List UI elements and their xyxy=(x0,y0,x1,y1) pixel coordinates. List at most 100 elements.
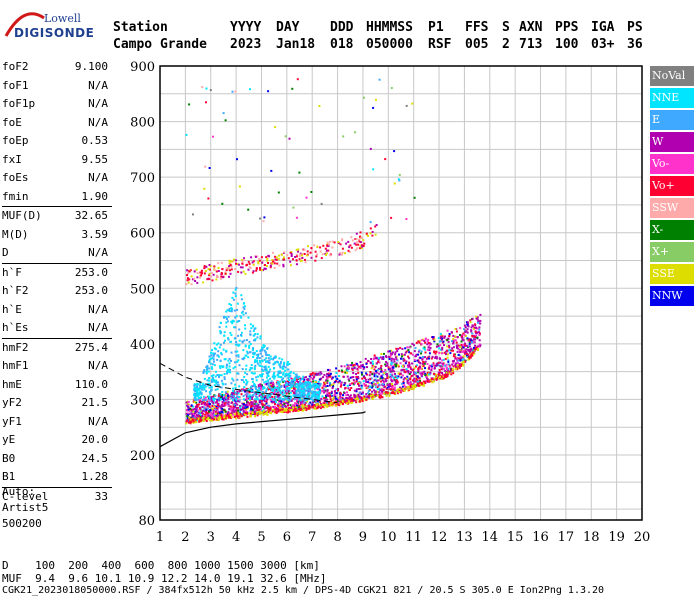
echo-point xyxy=(371,364,374,367)
echo-point xyxy=(382,373,385,376)
echo-point xyxy=(282,380,285,383)
param-separator xyxy=(2,337,112,339)
echo-point xyxy=(306,392,309,395)
echo-point xyxy=(440,334,443,336)
echo-point xyxy=(322,244,325,247)
echo-point xyxy=(420,368,423,370)
echo-point xyxy=(323,397,326,399)
echo-point xyxy=(286,254,289,257)
echo-point xyxy=(217,414,220,416)
echo-point xyxy=(220,352,223,355)
echo-point xyxy=(257,260,260,263)
echo-point xyxy=(348,246,351,249)
echo-point xyxy=(193,384,196,387)
echo-point xyxy=(272,374,275,377)
echo-point xyxy=(294,402,297,405)
echo-point xyxy=(200,410,203,413)
echo-point xyxy=(219,321,222,324)
echo-point xyxy=(331,398,334,401)
echo-point xyxy=(279,376,282,379)
echo-point xyxy=(242,349,245,352)
hdr-value-pps: 100 xyxy=(555,37,579,52)
echo-point xyxy=(316,395,319,398)
param-name: yF1 xyxy=(2,414,22,428)
echo-point xyxy=(371,394,374,397)
param-value: N/A xyxy=(88,302,108,316)
echo-point xyxy=(273,367,276,369)
echo-point xyxy=(234,383,237,386)
echo-point xyxy=(219,412,222,415)
echo-point xyxy=(357,395,360,398)
echo-point xyxy=(225,414,228,417)
echo-point xyxy=(335,397,338,400)
echo-point xyxy=(339,395,342,398)
echo-point xyxy=(447,367,450,370)
echo-point xyxy=(283,409,286,412)
echo-point xyxy=(391,361,394,364)
echo-point xyxy=(442,373,445,376)
echo-point xyxy=(435,357,438,360)
echo-point xyxy=(464,344,466,347)
echo-point xyxy=(212,401,215,404)
echo-point xyxy=(219,396,222,399)
echo-point xyxy=(301,252,304,255)
echo-point xyxy=(435,373,438,376)
echo-point xyxy=(438,340,441,343)
echo-point xyxy=(358,384,360,387)
echo-point xyxy=(433,367,436,369)
echo-point xyxy=(221,412,224,415)
echo-point xyxy=(303,405,306,408)
echo-point xyxy=(408,346,411,349)
echo-point xyxy=(330,384,333,387)
echo-point xyxy=(281,403,284,406)
echo-point xyxy=(393,386,396,389)
echo-point xyxy=(391,369,394,372)
echo-point xyxy=(203,388,206,391)
echo-point xyxy=(303,378,306,381)
echo-point xyxy=(365,372,368,375)
echo-point xyxy=(261,355,264,358)
echo-point xyxy=(240,294,243,297)
echo-point xyxy=(391,373,394,376)
echo-point xyxy=(217,395,220,397)
echo-point xyxy=(248,394,251,397)
echo-point xyxy=(213,414,216,417)
echo-point xyxy=(458,357,461,360)
echo-point xyxy=(452,355,455,358)
echo-point xyxy=(198,401,201,403)
footer-muf-row: MUF 9.4 9.6 10.1 10.9 12.2 14.0 19.1 32.… xyxy=(2,572,327,585)
echo-point xyxy=(296,383,299,386)
echo-point xyxy=(472,327,475,330)
echo-point xyxy=(289,370,292,373)
echo-point xyxy=(358,400,361,403)
echo-point xyxy=(358,391,361,394)
echo-point xyxy=(281,411,284,414)
footer-distance-row: D 100 200 400 600 800 1000 1500 3000 [km… xyxy=(2,559,320,572)
echo-point xyxy=(478,326,481,329)
x-tick-label: 3 xyxy=(207,530,215,545)
echo-point xyxy=(220,415,223,418)
echo-point xyxy=(358,365,361,368)
echo-point xyxy=(218,416,221,418)
echo-point xyxy=(413,367,416,370)
echo-point xyxy=(222,112,225,115)
echo-point xyxy=(375,370,377,373)
echo-point xyxy=(479,322,482,325)
echo-point xyxy=(467,325,470,328)
echo-point xyxy=(325,398,328,401)
echo-point xyxy=(296,78,299,81)
echo-point xyxy=(208,361,210,364)
echo-point xyxy=(207,197,210,200)
echo-point xyxy=(263,397,266,400)
echo-point xyxy=(418,349,421,352)
echo-point xyxy=(394,391,397,394)
echo-point xyxy=(426,377,429,380)
echo-point xyxy=(354,396,357,398)
echo-point xyxy=(199,396,202,399)
echo-point xyxy=(208,405,211,408)
echo-point xyxy=(285,411,288,414)
echo-point xyxy=(424,341,427,344)
echo-point xyxy=(413,196,416,199)
echo-point xyxy=(195,391,198,394)
echo-point xyxy=(190,283,193,286)
